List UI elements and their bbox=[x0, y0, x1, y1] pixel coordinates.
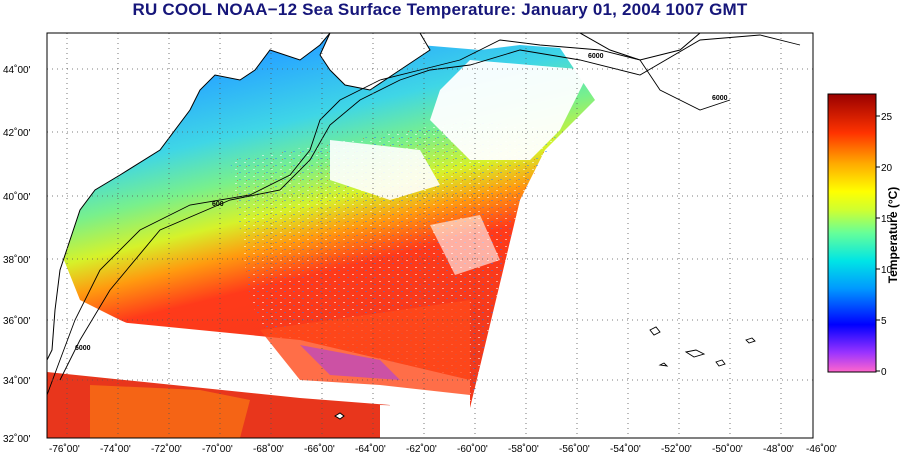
contour-labels: 600 6000 6000 6000 bbox=[75, 53, 728, 352]
lon-label: -50˚00' bbox=[712, 443, 743, 455]
colorbar-tick-label: 0 bbox=[881, 367, 887, 378]
lon-label: -64˚00' bbox=[355, 443, 386, 455]
swath-gap bbox=[47, 315, 470, 420]
lon-label: -58˚00' bbox=[508, 443, 539, 455]
island-contour bbox=[649, 326, 756, 367]
longitude-labels: -76˚00' -74˚00' -72˚00' -70˚00' -68˚00' … bbox=[49, 443, 837, 455]
contour-6000 bbox=[59, 34, 801, 381]
lat-label: 36˚00' bbox=[3, 315, 31, 327]
colorbar-tick-label: 20 bbox=[881, 163, 893, 174]
cloud-gap bbox=[430, 215, 500, 275]
lat-label: 40˚00' bbox=[3, 191, 31, 203]
sst-imagery bbox=[47, 35, 595, 438]
lat-label: 42˚00' bbox=[3, 127, 31, 139]
colorbar-label: Temperature (°C) bbox=[886, 186, 900, 284]
lon-label: -72˚00' bbox=[151, 443, 182, 455]
latitude-labels: 44˚00' 42˚00' 40˚00' 38˚00' 36˚00' 34˚00… bbox=[3, 64, 31, 445]
sst-purple-patches bbox=[300, 345, 400, 380]
lon-label: -48˚00' bbox=[763, 443, 794, 455]
lon-label: -66˚00' bbox=[304, 443, 335, 455]
colorbar: 25 20 15 10 5 0 bbox=[827, 93, 893, 378]
colorbar-ticks bbox=[876, 115, 880, 372]
lon-label: -54˚00' bbox=[610, 443, 641, 455]
contour-label-6000: 6000 bbox=[588, 53, 604, 60]
bermuda bbox=[334, 412, 345, 420]
contour-label-600: 600 bbox=[212, 201, 224, 208]
sst-swath-lower-warm bbox=[90, 385, 250, 438]
lon-label: -62˚00' bbox=[406, 443, 437, 455]
sst-swath-southeast bbox=[260, 300, 470, 395]
contour-600 bbox=[47, 39, 731, 396]
lon-label: -70˚00' bbox=[202, 443, 233, 455]
land bbox=[47, 33, 701, 420]
lon-label: -76˚00' bbox=[49, 443, 80, 455]
colorbar-tick-label: 25 bbox=[881, 112, 893, 123]
nova-scotia bbox=[319, 33, 431, 91]
lon-label: -46˚00' bbox=[806, 443, 837, 455]
newfoundland bbox=[578, 33, 701, 61]
contour-label-6000: 6000 bbox=[75, 345, 91, 352]
lat-label: 34˚00' bbox=[3, 375, 31, 387]
cloud-gap bbox=[430, 60, 590, 160]
contour-label-6000: 6000 bbox=[712, 95, 728, 102]
colorbar-tick-label: 10 bbox=[881, 265, 893, 276]
lon-label: -52˚00' bbox=[661, 443, 692, 455]
colorbar-tick-label: 5 bbox=[881, 316, 887, 327]
cloud-gap bbox=[330, 140, 440, 200]
map-title: RU COOL NOAA−12 Sea Surface Temperature:… bbox=[132, 0, 748, 19]
lon-label: -60˚00' bbox=[457, 443, 488, 455]
map-frame bbox=[46, 32, 814, 439]
lat-label: 32˚00' bbox=[3, 433, 31, 445]
swath-edge-gap bbox=[380, 405, 470, 438]
colorbar-scale bbox=[827, 93, 877, 373]
lat-label: 44˚00' bbox=[3, 64, 31, 76]
bathymetry-contours bbox=[47, 34, 801, 396]
us-land bbox=[47, 33, 331, 361]
lon-label: -74˚00' bbox=[100, 443, 131, 455]
lon-label: -56˚00' bbox=[559, 443, 590, 455]
lat-label: 38˚00' bbox=[3, 254, 31, 266]
lon-label: -68˚00' bbox=[253, 443, 284, 455]
colorbar-tick-label: 15 bbox=[881, 214, 893, 225]
